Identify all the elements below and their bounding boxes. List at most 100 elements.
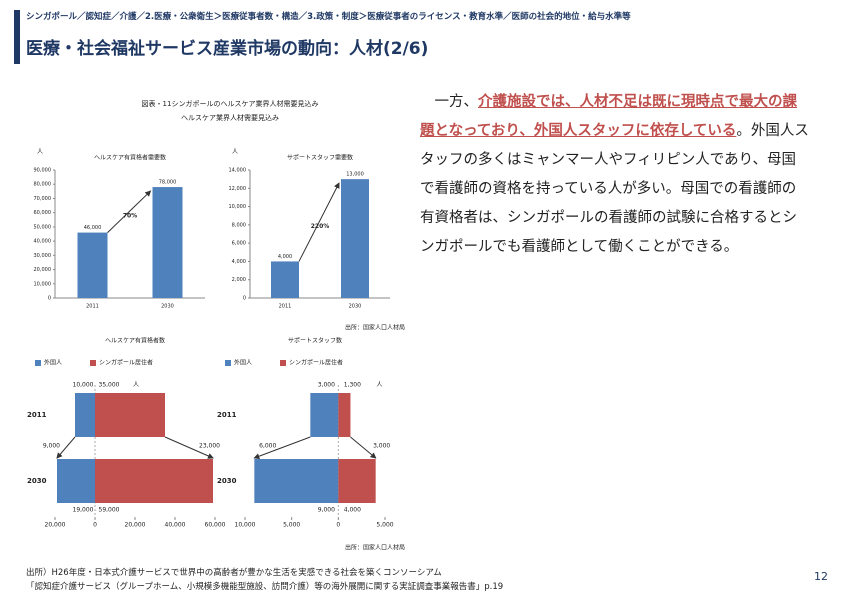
legend-swatch	[225, 360, 231, 366]
footer-source: 「認知症介護サービス（グループホーム、小規模多機能型施設、訪問介護）等の海外展開…	[26, 582, 504, 592]
x-tick-label: 40,000	[165, 522, 186, 529]
unit-label: 人	[376, 382, 382, 389]
y-tick-label: 0	[48, 296, 51, 302]
unit-label: 人	[232, 149, 238, 156]
unit-label: 人	[37, 149, 43, 156]
increase-label: 3,000	[373, 443, 390, 450]
value-label: 3,000	[318, 382, 335, 389]
value-label: 35,000	[99, 382, 120, 389]
y-tick-label: 30,000	[34, 253, 52, 259]
x-tick-label: 0	[336, 522, 340, 529]
row-label: 2011	[27, 411, 47, 419]
emphasis-text: 介護施設では、人材不足は既に現時点で最大の課題となっており、外国人スタッフに依存…	[420, 94, 797, 139]
x-tick-label: 10,000	[235, 522, 256, 529]
value-label: 78,000	[159, 180, 177, 186]
increase-label: 6,000	[259, 443, 276, 450]
x-tick-label: 2011	[279, 304, 292, 310]
legend-label: 外国人	[234, 359, 252, 367]
figure-source: 出所：国家人口人材局	[345, 544, 405, 552]
breadcrumb: シンガポール／認知症／介護／2.医療・公衆衛生＞医療従事者数・構造／3.政策・制…	[26, 12, 631, 22]
y-tick-label: 10,000	[34, 281, 52, 287]
bar	[254, 459, 339, 503]
value-label: 46,000	[84, 225, 102, 231]
row-label: 2030	[27, 477, 47, 485]
bar	[152, 187, 183, 298]
bar	[75, 393, 95, 437]
bar	[95, 393, 165, 437]
figure-source: 出所：国家人口人材局	[345, 324, 405, 332]
increase-label: 9,000	[43, 443, 60, 450]
chart-title: ヘルスケア有資格者数	[105, 337, 165, 345]
x-tick-label: 2011	[86, 304, 99, 310]
row-label: 2030	[217, 477, 237, 485]
slide-title: 医療・社会福祉サービス産業市場の動向：人材(2/6)	[26, 39, 429, 59]
bar	[310, 393, 339, 437]
text: 。外国人スタッフの多くはミャンマー人やフィリピン人であり、母国で看護師の資格を持…	[420, 123, 809, 255]
increase-arrow	[253, 436, 311, 460]
y-tick-label: 12,000	[229, 186, 247, 192]
increase-label: 23,000	[199, 443, 220, 450]
value-label: 9,000	[318, 507, 335, 514]
growth-label: 220%	[311, 223, 330, 230]
y-tick-label: 6,000	[232, 241, 246, 247]
x-tick-label: 20,000	[125, 522, 146, 529]
row-label: 2011	[217, 411, 237, 419]
y-tick-label: 20,000	[34, 267, 52, 273]
y-tick-label: 50,000	[34, 224, 52, 230]
x-tick-label: 0	[93, 522, 97, 529]
y-tick-label: 0	[243, 296, 246, 302]
bar	[338, 459, 376, 503]
y-tick-label: 90,000	[34, 168, 52, 174]
increase-arrow	[56, 436, 76, 459]
unit-label: 人	[133, 382, 139, 389]
x-tick-label: 2030	[161, 304, 174, 310]
x-tick-label: 20,000	[45, 522, 66, 529]
y-tick-label: 14,000	[229, 168, 247, 174]
x-tick-label: 5,000	[283, 522, 300, 529]
chart-title: サポートスタッフ数	[288, 337, 342, 345]
growth-arrow	[107, 190, 152, 233]
legend-label: シンガポール居住者	[99, 359, 153, 367]
value-label: 1,300	[344, 382, 361, 389]
y-tick-label: 40,000	[34, 239, 52, 245]
accent-bar	[14, 10, 20, 64]
y-tick-label: 4,000	[232, 259, 246, 265]
chart-title: サポートスタッフ需要数	[287, 154, 353, 162]
bar	[95, 459, 213, 503]
growth-arrow	[298, 182, 340, 262]
body-text: 一方、介護施設では、人材不足は既に現時点で最大の課題となっており、外国人スタッフ…	[420, 88, 810, 262]
legend-swatch	[90, 360, 96, 366]
value-label: 4,000	[278, 254, 292, 260]
footer-source: 出所）H26年度・日本式介護サービスで世界中の高齢者が豊かな生活を実感できる社会…	[26, 568, 442, 578]
growth-label: 70%	[123, 212, 137, 219]
y-tick-label: 60,000	[34, 210, 52, 216]
increase-arrow	[350, 436, 377, 459]
legend-label: シンガポール居住者	[289, 359, 343, 367]
value-label: 10,000	[73, 382, 94, 389]
figure-title: 図表・11シンガポールのヘルスケア業界人材需要見込み	[142, 99, 319, 108]
legend-swatch	[280, 360, 286, 366]
bar	[271, 261, 299, 298]
value-label: 13,000	[346, 172, 364, 178]
x-tick-label: 60,000	[205, 522, 226, 529]
y-tick-label: 70,000	[34, 196, 52, 202]
text: 一方、	[434, 94, 479, 110]
y-tick-label: 8,000	[232, 222, 246, 228]
value-label: 59,000	[99, 507, 120, 514]
figure-subtitle: ヘルスケア業界人材需要見込み	[181, 113, 279, 122]
y-tick-label: 80,000	[34, 182, 52, 188]
value-label: 4,000	[344, 507, 361, 514]
bar	[57, 459, 95, 503]
y-tick-label: 2,000	[232, 277, 246, 283]
value-label: 19,000	[73, 507, 94, 514]
x-tick-label: 2030	[349, 304, 362, 310]
y-tick-label: 10,000	[229, 204, 247, 210]
legend-label: 外国人	[44, 359, 62, 367]
x-tick-label: 5,000	[376, 522, 393, 529]
bar	[338, 393, 351, 437]
bar	[341, 179, 369, 298]
chart-title: ヘルスケア有資格者需要数	[94, 154, 166, 162]
bar	[77, 232, 108, 298]
